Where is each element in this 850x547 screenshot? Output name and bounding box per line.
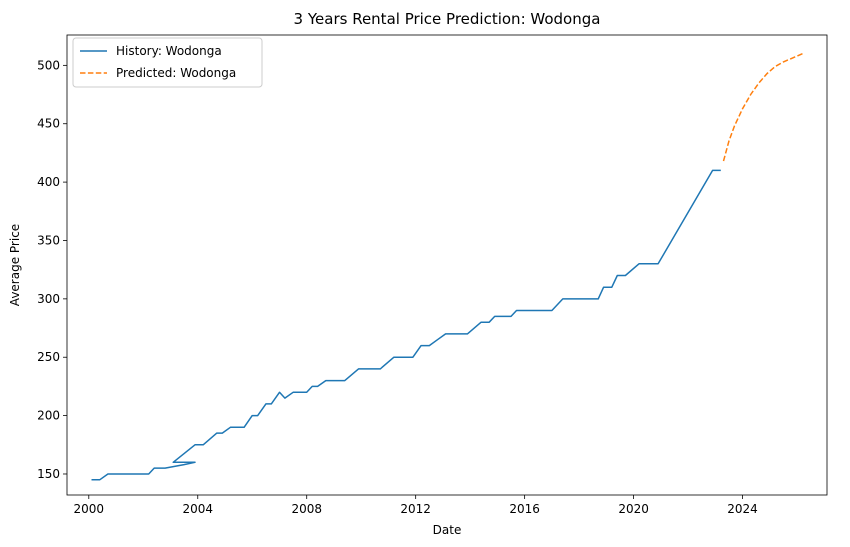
y-tick-label: 250 xyxy=(37,350,60,364)
series-line-predicted xyxy=(722,53,803,162)
x-tick-label: 2020 xyxy=(618,502,649,516)
x-tick-label: 2012 xyxy=(400,502,431,516)
y-axis-label: Average Price xyxy=(8,224,22,306)
y-tick-label: 200 xyxy=(37,409,60,423)
x-tick-label: 2004 xyxy=(182,502,213,516)
series-line-history xyxy=(91,169,721,481)
legend-box xyxy=(72,37,263,88)
x-tick-label: 2000 xyxy=(74,502,105,516)
x-axis-label: Date xyxy=(433,523,462,537)
legend: History: Wodonga Predicted: Wodonga xyxy=(72,37,263,88)
plot-frame xyxy=(66,34,828,496)
x-tick-label: 2008 xyxy=(291,502,322,516)
y-tick-label: 400 xyxy=(37,175,60,189)
x-tick-label: 2016 xyxy=(509,502,540,516)
legend-label-history: History: Wodonga xyxy=(116,44,222,58)
series-layer xyxy=(91,53,803,481)
y-tick-label: 150 xyxy=(37,467,60,481)
chart-title: 3 Years Rental Price Prediction: Wodonga xyxy=(294,10,601,28)
x-axis: 2000 2004 2008 2012 2016 2020 2024 xyxy=(74,495,758,516)
y-tick-label: 500 xyxy=(37,58,60,72)
legend-label-predicted: Predicted: Wodonga xyxy=(116,66,236,80)
y-tick-label: 300 xyxy=(37,292,60,306)
y-tick-label: 450 xyxy=(37,117,60,131)
y-axis: 150 200 250 300 350 400 450 500 xyxy=(37,58,67,481)
x-tick-label: 2024 xyxy=(727,502,758,516)
y-tick-label: 350 xyxy=(37,233,60,247)
